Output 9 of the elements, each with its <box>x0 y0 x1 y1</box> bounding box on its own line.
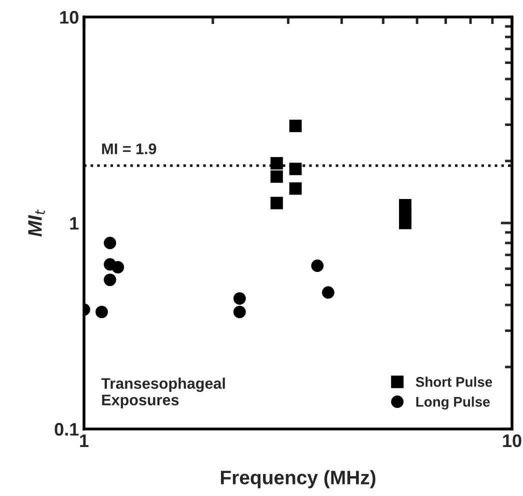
y-tick-label: 0.1 <box>54 422 79 436</box>
y-axis-title: MI$_{t}$ <box>28 209 45 237</box>
x-axis-title: Frequency (MHz) <box>220 470 376 488</box>
y-tick-label: 1 <box>70 217 79 230</box>
annotation: Transesophageal Exposures <box>101 378 225 408</box>
y-tick-label: 10 <box>60 10 78 24</box>
legend-label: Short Pulse <box>416 376 492 387</box>
ref-line-label: MI = 1.9 <box>102 143 156 154</box>
legend-label: Long Pulse <box>416 396 490 410</box>
